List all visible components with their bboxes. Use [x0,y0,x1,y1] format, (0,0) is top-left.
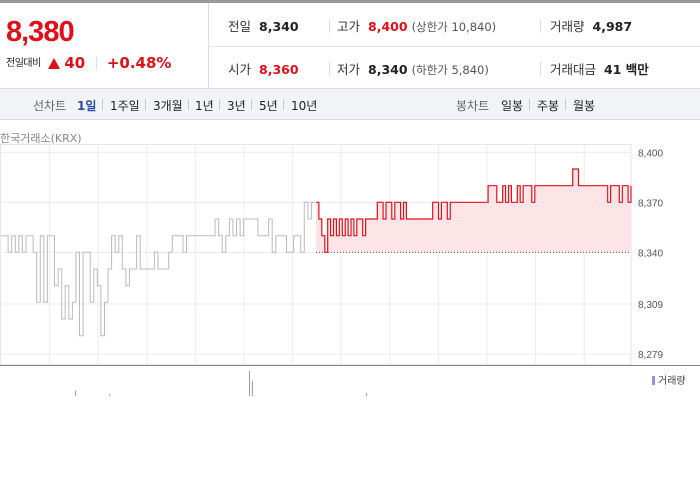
stat-value: 8,400 [368,19,408,34]
price-chart: 8,400 8,370 8,340 8,309 8,279 [0,144,700,397]
y-axis-ticks: 8,400 8,370 8,340 8,309 8,279 [638,148,663,361]
stats-divider [209,46,700,47]
stat-prev-close: 전일 8,340 [228,16,299,35]
tab-1y[interactable]: 1년 [195,99,214,113]
legend-swatch [652,376,655,385]
volume-bar [251,381,253,396]
tab-5y[interactable]: 5년 [259,99,278,113]
stat-label: 저가 [337,62,361,77]
price-lines [1,168,632,337]
chart-grid [0,144,700,366]
volume-bar [249,371,250,396]
stat-value: 8,360 [259,62,299,77]
stat-low: 저가 8,340 (하한가 5,840) [337,59,489,78]
divider [251,99,252,110]
stat-label: 거래량 [550,19,585,34]
above-baseline-fill [316,169,631,253]
up-triangle-icon [47,58,60,69]
legend-label: 거래량 [658,376,686,387]
change-label: 전일대비 [6,58,41,69]
tab-weekly-candle[interactable]: 주봉 [537,99,560,113]
divider [329,62,330,76]
data-source-label: 한국거래소(KRX) [0,132,82,145]
upper-limit: (상한가 10,840) [411,20,497,34]
stat-label: 거래대금 [550,62,597,77]
series-line-today [316,168,632,253]
stat-trade-value: 거래대금 41 백만 [550,59,649,78]
stat-value: 8,340 [368,62,408,77]
plot-area [0,144,632,365]
divider [102,99,103,110]
tab-daily-candle[interactable]: 일봉 [501,99,524,113]
volume-legend: 거래량 [652,372,686,387]
candle-chart-label: 봉차트 [456,99,490,113]
divider [565,99,566,110]
line-chart-label: 선차트 [33,99,67,113]
stat-label: 고가 [337,19,361,34]
volume-bar [109,393,111,397]
quote-summary: 8,380 전일대비 40 +0.48% 전일 8,340 고가 8,400 (상한가… [0,0,700,89]
period-tabs: 선차트 1일 1주일 3개월 1년 3년 5년 10년 봉차트 일봉 주봉 월봉 [0,89,700,120]
divider [529,99,530,110]
volume-bar [75,390,77,396]
y-tick-label: 8,400 [638,148,663,159]
fill-area [316,169,631,253]
y-tick-label: 8,279 [638,350,663,361]
stat-label: 시가 [228,62,252,77]
divider [219,99,220,110]
tab-3m[interactable]: 3개월 [153,99,183,113]
tab-1d[interactable]: 1일 [77,99,97,113]
tab-3y[interactable]: 3년 [227,99,246,113]
price-box: 8,380 전일대비 40 +0.48% [0,3,209,89]
lower-limit: (하한가 5,840) [411,63,489,77]
stat-value: 8,340 [259,19,299,34]
stat-value: 4,987 [592,19,633,34]
tab-1w[interactable]: 1주일 [110,99,140,113]
stat-high: 고가 8,400 (상한가 10,840) [337,16,496,35]
divider [540,62,541,76]
y-tick-label: 8,370 [638,198,663,209]
divider [96,57,98,70]
stat-open: 시가 8,360 [228,59,299,78]
divider [283,99,284,110]
divider [188,99,189,110]
divider [329,19,330,33]
current-price: 8,380 [6,16,75,48]
series-line-previous [1,201,315,337]
y-tick-label: 8,340 [638,248,663,259]
divider [540,19,541,33]
volume-bar [365,393,367,396]
y-tick-label: 8,309 [638,300,663,311]
stat-label: 전일 [228,19,252,34]
stat-value: 41 백만 [604,62,649,77]
divider [145,99,146,110]
stat-volume: 거래량 4,987 [550,16,632,35]
volume-bars [75,371,367,397]
change-amount: 40 [64,54,86,72]
change-percent: +0.48% [106,54,172,72]
change-row: 전일대비 40 +0.48% [6,54,171,72]
tab-10y[interactable]: 10년 [291,99,318,113]
tab-monthly-candle[interactable]: 월봉 [573,99,596,113]
